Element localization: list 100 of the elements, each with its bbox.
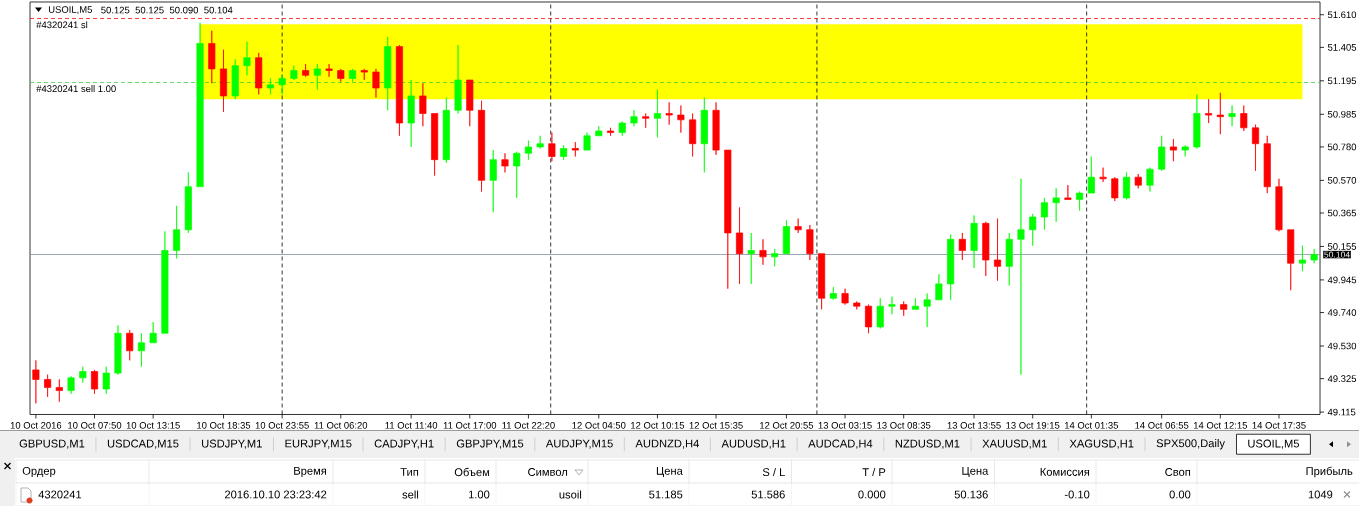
- text: Цена: [962, 467, 989, 477]
- x-tick-label: 11 Oct 11:40: [385, 422, 438, 429]
- candlestick: [571, 141, 579, 157]
- candlestick: [876, 297, 884, 329]
- x-tick-label: 12 Oct 04:50: [572, 422, 626, 429]
- candlestick: [102, 366, 110, 395]
- candlestick: [302, 63, 310, 78]
- candlestick: [442, 97, 450, 164]
- text: 1049: [1308, 490, 1333, 499]
- candlestick: [794, 218, 802, 234]
- text: Прибыль: [1306, 466, 1353, 478]
- text: 4320241: [38, 490, 82, 499]
- ref-line-label: #4320241 sell 1.00: [36, 85, 116, 93]
- candlestick: [853, 301, 861, 310]
- text: SPX500,Daily: [1156, 439, 1225, 450]
- candlestick: [149, 321, 157, 344]
- annotation: 50.125: [101, 6, 130, 14]
- candlestick: [1252, 124, 1260, 172]
- y-tick-label: 50.570: [1327, 177, 1357, 184]
- candlestick: [431, 113, 439, 176]
- candlestick: [1029, 213, 1037, 247]
- text: 51.586: [751, 490, 785, 499]
- candlestick: [829, 286, 837, 301]
- candlestick: [1287, 229, 1295, 291]
- x-tick-label: 14 Oct 12:15: [1193, 422, 1248, 429]
- candlestick: [1111, 176, 1119, 202]
- candlestick: [1064, 184, 1072, 200]
- y-tick-label: 50.780: [1327, 143, 1357, 151]
- candlestick: [1076, 191, 1084, 211]
- candlestick: [220, 49, 228, 113]
- candlestick: [771, 248, 779, 267]
- y-tick-label: 49.945: [1327, 276, 1357, 284]
- candlestick: [44, 374, 52, 398]
- candlestick: [642, 113, 650, 129]
- text: USDJPY,M1: [202, 439, 262, 449]
- x-tick-label: 14 Oct 06:55: [1135, 422, 1189, 429]
- candlestick: [173, 205, 181, 259]
- candlestick: [806, 224, 814, 261]
- candlestick: [513, 151, 521, 199]
- candlestick: [266, 78, 274, 95]
- candlestick: [360, 68, 368, 81]
- x-tick-label: 14 Oct 17:35: [1252, 422, 1306, 429]
- candlestick: [1123, 172, 1131, 200]
- candlestick: [1181, 144, 1189, 157]
- text: 2016.10.10 23:23:42: [225, 490, 327, 499]
- candlestick: [865, 304, 873, 334]
- x-tick-label: 11 Oct 06:20: [314, 422, 368, 429]
- x-tick-label: 13 Oct 19:15: [1006, 422, 1060, 429]
- candlestick: [55, 379, 63, 403]
- candlestick: [1240, 105, 1248, 132]
- text: Время: [294, 466, 327, 477]
- text: Ордер: [22, 466, 56, 478]
- y-tick-label: 50.985: [1327, 110, 1357, 118]
- text: 51.185: [649, 490, 683, 499]
- candlestick: [67, 375, 75, 395]
- candlestick: [372, 68, 380, 98]
- y-tick-label: 50.365: [1327, 209, 1357, 217]
- candlestick: [419, 82, 427, 127]
- candlestick: [782, 219, 790, 254]
- text: usoil: [559, 490, 582, 499]
- text: 0.00: [1169, 490, 1191, 499]
- candlestick: [325, 63, 333, 78]
- candlestick: [1263, 135, 1271, 194]
- text: AUDJPY,M15: [545, 439, 613, 449]
- candlestick: [1134, 173, 1142, 189]
- ref-line-label: 50.104: [1324, 251, 1350, 258]
- text: Объем: [454, 467, 490, 477]
- text: sell: [402, 490, 419, 499]
- candlestick: [548, 132, 556, 162]
- candlestick: [407, 79, 415, 148]
- text: AUDUSD,H1: [721, 439, 786, 449]
- x-tick-label: 11 Oct 17:00: [443, 422, 497, 429]
- candlestick: [935, 273, 943, 301]
- candlestick: [454, 44, 462, 114]
- annotation: 50.090: [169, 6, 199, 14]
- candlestick: [290, 65, 298, 81]
- text: 1.00: [468, 490, 490, 499]
- candlestick: [1228, 105, 1236, 127]
- x-tick-label: 13 Oct 03:15: [818, 422, 872, 429]
- candlestick: [818, 253, 826, 310]
- candlestick: [724, 149, 732, 290]
- text: AUDNZD,H4: [635, 439, 699, 449]
- x-tick-label: 14 Oct 01:35: [1064, 422, 1119, 429]
- candlestick: [958, 232, 966, 261]
- candlestick: [900, 301, 908, 317]
- y-tick-label: 49.115: [1327, 408, 1356, 416]
- candlestick: [349, 68, 357, 82]
- text: Символ: [528, 468, 568, 476]
- candlestick: [313, 63, 321, 90]
- text: -0.10: [1064, 490, 1090, 499]
- candlestick: [970, 215, 978, 269]
- candlestick: [1216, 92, 1224, 135]
- candlestick: [243, 41, 251, 76]
- text: NZDUSD,M1: [895, 439, 960, 449]
- candlestick: [489, 149, 497, 213]
- text: T / P: [862, 467, 886, 477]
- candlestick: [653, 89, 661, 138]
- candlestick: [79, 366, 87, 383]
- x-tick-label: 10 Oct 07:50: [68, 422, 122, 429]
- candlestick: [536, 135, 544, 149]
